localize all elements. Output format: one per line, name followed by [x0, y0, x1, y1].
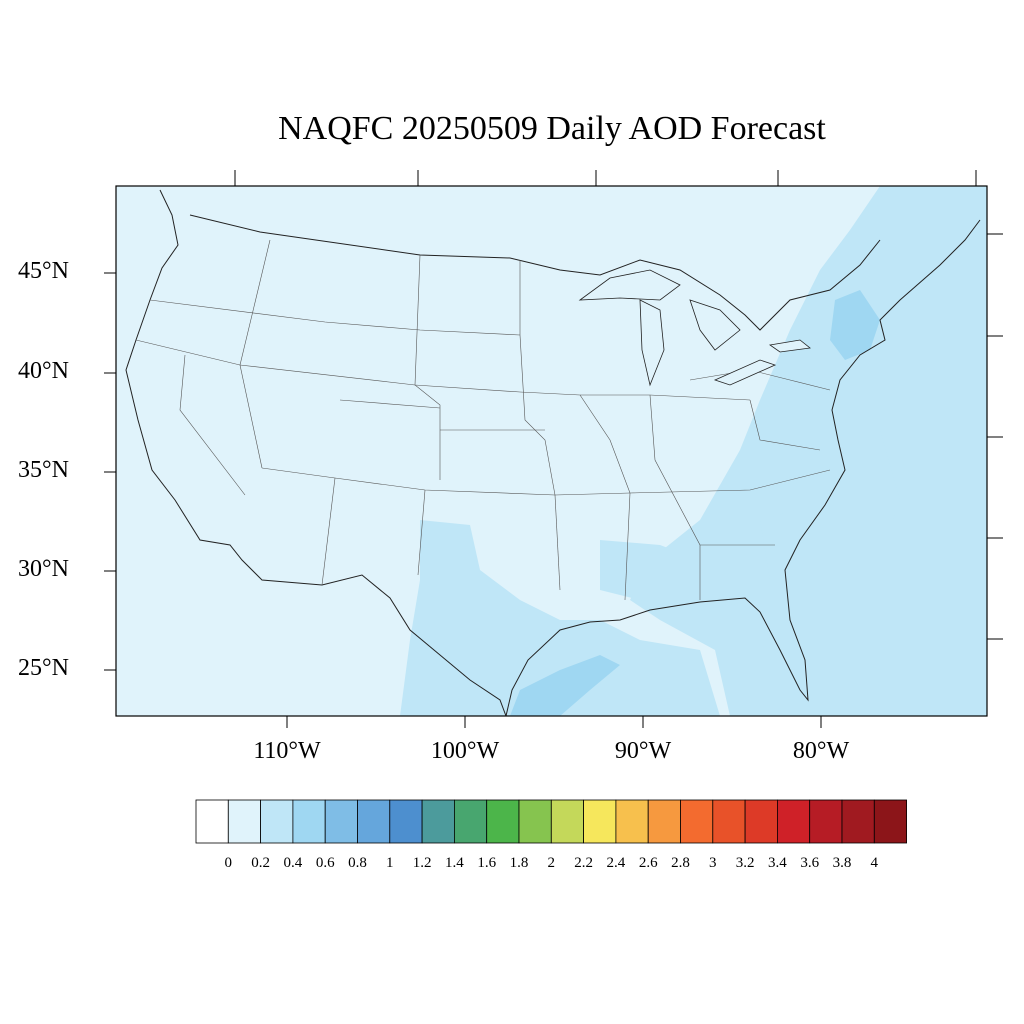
aod-shading-higher	[510, 290, 880, 716]
colorbar-tick-label: 3.2	[735, 855, 755, 871]
colorbar-tick-label: 2.2	[574, 855, 593, 871]
colorbar	[195, 799, 907, 844]
colorbar-swatch	[421, 799, 455, 844]
colorbar-swatch	[744, 799, 778, 844]
colorbar-swatch	[518, 799, 552, 844]
aod-region-new-england	[830, 290, 880, 360]
lake-superior	[578, 269, 681, 301]
colorbar-swatch	[357, 799, 391, 844]
colorbar-swatch	[712, 799, 746, 844]
colorbar-tick-label: 3.4	[768, 855, 787, 871]
lat-label-40n: 40°N	[18, 358, 69, 384]
colorbar-tick-label: 0.2	[251, 855, 270, 871]
colorbar-swatch	[324, 799, 358, 844]
lat-label-35n: 35°N	[18, 457, 69, 483]
colorbar-tick-label: 2	[547, 855, 556, 871]
colorbar-tick-label: 1	[386, 855, 394, 871]
colorbar-tick-label: 3.6	[800, 855, 820, 871]
colorbar-swatch	[777, 799, 811, 844]
lat-label-30n: 30°N	[18, 556, 69, 582]
colorbar-tick-label: 1.8	[509, 855, 529, 871]
aod-shading	[400, 186, 987, 716]
colorbar-tick-label: 2.6	[638, 855, 658, 871]
colorbar-swatch	[195, 799, 229, 844]
us-outline	[125, 189, 981, 717]
colorbar-swatch	[615, 799, 649, 844]
colorbar-tick-label: 3.8	[832, 855, 852, 871]
colorbar-swatch	[550, 799, 584, 844]
state-borders	[135, 239, 831, 601]
colorbar-swatch	[486, 799, 520, 844]
aod-region-gulf-coast	[600, 540, 760, 610]
colorbar-tick-label: 1.2	[412, 855, 432, 871]
colorbar-swatch	[389, 799, 423, 844]
tick-marks	[104, 170, 1003, 728]
lake-erie	[713, 359, 777, 386]
colorbar-tick-label: 3	[709, 855, 717, 871]
lake-michigan	[639, 299, 665, 387]
colorbar-swatch	[227, 799, 262, 844]
lon-label-80w: 80°W	[792, 738, 850, 764]
colorbar-swatch	[873, 799, 907, 844]
colorbar-swatch	[260, 799, 294, 844]
lake-huron	[689, 299, 741, 351]
lon-label-100w: 100°W	[430, 738, 500, 764]
colorbar-swatch	[292, 799, 326, 844]
colorbar-tick-label: 0.8	[348, 855, 367, 871]
great-lakes	[578, 269, 811, 387]
colorbar-tick-label: 1.4	[445, 855, 464, 871]
lon-label-90w: 90°W	[614, 738, 672, 764]
lake-ontario	[768, 339, 811, 353]
colorbar-tick-label: 0	[224, 855, 233, 871]
lon-label-110w: 110°W	[253, 738, 321, 764]
colorbar-tick-label: 2.8	[671, 855, 690, 871]
colorbar-tick-label: 0.6	[315, 855, 335, 871]
colorbar-swatch	[583, 799, 617, 844]
aod-region-southeast-coast	[760, 430, 900, 610]
map-frame	[115, 185, 988, 717]
colorbar-tick-label: 0.4	[283, 855, 303, 871]
colorbar-tick-label: 2.4	[606, 855, 626, 871]
lat-label-25n: 25°N	[18, 655, 69, 681]
chart-title: NAQFC 20250509 Daily AOD Forecast	[278, 110, 826, 147]
colorbar-swatch	[647, 799, 681, 844]
colorbar-tick-label: 1.6	[477, 855, 497, 871]
lat-label-45n: 45°N	[18, 258, 69, 284]
aod-region-gulf-plume	[510, 655, 620, 716]
colorbar-swatch	[841, 799, 875, 844]
aod-region-texas-gulf	[400, 520, 720, 716]
colorbar-swatch	[680, 799, 714, 844]
colorbar-tick-label: 4	[870, 855, 879, 871]
colorbar-swatch	[809, 799, 843, 844]
colorbar-swatch	[453, 799, 488, 844]
